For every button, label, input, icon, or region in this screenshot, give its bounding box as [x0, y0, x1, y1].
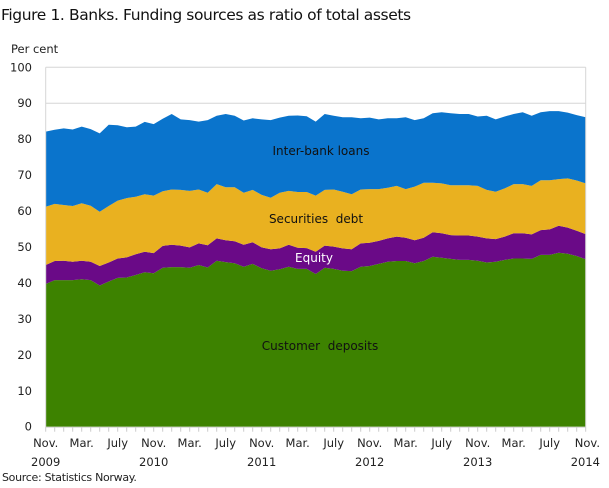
x-tick-label-year: 2013: [463, 455, 492, 469]
area-customer-deposits: [45, 252, 586, 427]
area-securities-debt: [45, 178, 586, 266]
y-tick-label: 40: [17, 276, 32, 290]
source-note: Source: Statistics Norway.: [2, 471, 137, 484]
y-tick-label: 20: [17, 348, 32, 362]
y-tick-label: 10: [17, 384, 32, 398]
y-tick-label: 70: [17, 168, 32, 182]
x-tick-label-month: July: [214, 436, 236, 450]
x-tick-label-month: July: [106, 436, 128, 450]
x-tick-label-month: Mar.: [70, 436, 94, 450]
x-tick-label-month: Mar.: [178, 436, 202, 450]
series-label: Inter-bank loans: [273, 144, 370, 158]
y-tick-label: 0: [25, 420, 32, 434]
y-tick-label: 100: [10, 60, 32, 74]
x-tick-label-month: Nov.: [465, 436, 490, 450]
x-tick-label-month: July: [538, 436, 560, 450]
gridlines: [45, 66, 586, 104]
x-tick-label-month: Nov.: [575, 436, 600, 450]
x-tick-label-month: Mar.: [394, 436, 418, 450]
y-tick-label: 50: [17, 240, 32, 254]
area-equity: [45, 225, 586, 286]
x-tick-label-year: 2014: [571, 455, 600, 469]
x-tick-label-year: 2009: [31, 455, 60, 469]
y-axis-label: Per cent: [11, 42, 59, 56]
x-tick-label-year: 2011: [247, 455, 276, 469]
x-tick-label-month: Mar.: [286, 436, 310, 450]
x-tick-label-month: July: [430, 436, 452, 450]
x-tick-label-year: 2012: [355, 455, 384, 469]
y-tick-label: 60: [17, 204, 32, 218]
y-tick-label: 80: [17, 132, 32, 146]
areas: [45, 111, 586, 427]
series-label: Equity: [295, 251, 333, 265]
y-tick-label: 90: [17, 96, 32, 110]
x-tick-label-month: Mar.: [502, 436, 526, 450]
y-tick-label: 30: [17, 312, 32, 326]
x-tick-label-month: Nov.: [33, 436, 58, 450]
area-inter-bank-loans: [45, 111, 586, 212]
chart-title: Figure 1. Banks. Funding sources as rati…: [1, 6, 411, 24]
axes: 0 10 20 30 40 50 60 70 80 90 100 Nov. 2009 Mar. July No…: [10, 60, 600, 469]
series-label: Customer deposits: [262, 339, 378, 353]
x-tick-label-month: Nov.: [357, 436, 382, 450]
x-tick-label-month: July: [322, 436, 344, 450]
series-labels: Customer deposits Equity Securities debt In…: [262, 144, 378, 353]
x-tick-label-year: 2010: [139, 455, 168, 469]
x-tick-label-month: Nov.: [141, 436, 166, 450]
series-label: Securities debt: [269, 212, 363, 226]
x-tick-label-month: Nov.: [249, 436, 274, 450]
